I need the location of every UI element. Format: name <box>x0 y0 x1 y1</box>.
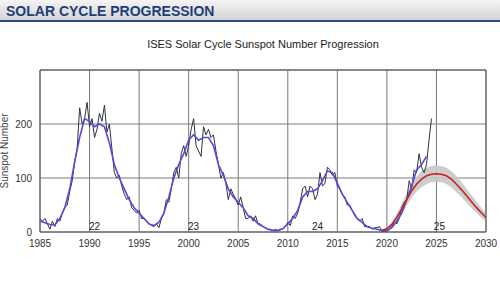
svg-text:25: 25 <box>434 221 446 232</box>
svg-text:0: 0 <box>26 227 32 238</box>
svg-text:100: 100 <box>15 173 32 184</box>
svg-text:2020: 2020 <box>376 238 399 249</box>
svg-text:2000: 2000 <box>178 238 201 249</box>
svg-text:Sunspot Number: Sunspot Number <box>8 113 10 189</box>
svg-text:1990: 1990 <box>78 238 101 249</box>
svg-text:1985: 1985 <box>29 238 52 249</box>
svg-text:24: 24 <box>312 221 324 232</box>
svg-text:2025: 2025 <box>425 238 448 249</box>
svg-text:2030: 2030 <box>475 238 492 249</box>
svg-text:2005: 2005 <box>227 238 250 249</box>
html-text:ISES Solar Cycle Sunspot Numbe: ISES Solar Cycle Sunspot Number Progress… <box>147 38 379 50</box>
html-text:SOLAR CYCLE PROGRESSION: SOLAR CYCLE PROGRESSION <box>6 3 215 19</box>
svg-text:2015: 2015 <box>326 238 349 249</box>
svg-text:22: 22 <box>89 221 101 232</box>
svg-text:200: 200 <box>15 119 32 130</box>
svg-text:2010: 2010 <box>277 238 300 249</box>
svg-text:23: 23 <box>188 221 200 232</box>
svg-text:1995: 1995 <box>128 238 151 249</box>
